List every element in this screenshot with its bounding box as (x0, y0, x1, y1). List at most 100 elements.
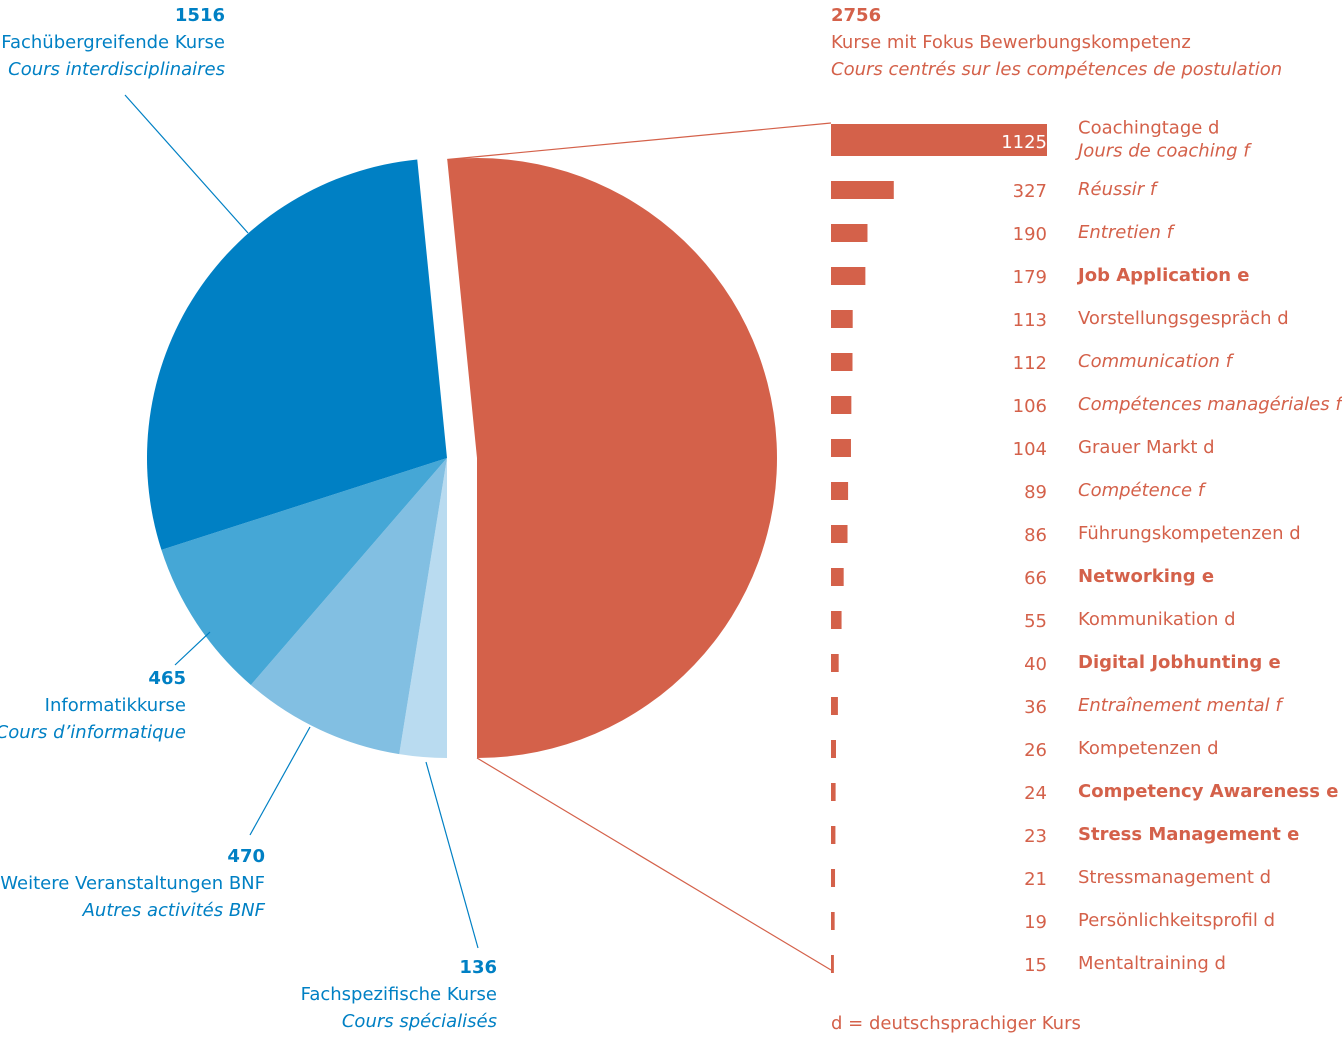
bar-label: Persönlichkeitsprofil d (1078, 910, 1275, 931)
pie-slice (447, 157, 778, 758)
bar-label-line: Mentaltraining d (1078, 953, 1226, 974)
bar-value-label: 26 (1024, 740, 1047, 761)
bar-value-label: 104 (1013, 439, 1047, 460)
leader-line (124, 94, 249, 234)
bar-value-label: 1125 (1001, 132, 1047, 153)
bar (831, 955, 834, 973)
bar-label-line: Entretien f (1078, 222, 1176, 243)
bar (831, 826, 836, 844)
bar-label-line: Persönlichkeitsprofil d (1078, 910, 1275, 931)
bar (831, 912, 835, 930)
connector-line (476, 757, 832, 971)
bar-label-line: Communication f (1078, 351, 1235, 372)
bar (831, 568, 844, 586)
bar-value-label: 179 (1013, 267, 1047, 288)
pie-label: Kurse mit Fokus Bewerbungskompetenz (831, 32, 1191, 53)
pie-value-label: 2756 (831, 5, 881, 26)
bar-label-line: Competency Awareness e (1078, 781, 1338, 802)
bar-label: Communication f (1078, 351, 1235, 372)
pie-label: Fachspezifische Kurse (301, 984, 497, 1005)
bar (831, 525, 848, 543)
bar-label-line: Réussir f (1078, 179, 1159, 200)
bar-label: Competency Awareness e (1078, 781, 1338, 802)
bar (831, 353, 853, 371)
bar-value-label: 19 (1024, 912, 1047, 933)
bar-value-label: 113 (1013, 310, 1047, 331)
pie-slice (146, 159, 447, 550)
bar (831, 611, 842, 629)
bar-label: Grauer Markt d (1078, 437, 1215, 458)
bar-label: Digital Jobhunting e (1078, 652, 1281, 673)
bar-label-line: Compétences managériales f (1078, 394, 1342, 415)
leader-line (174, 631, 211, 666)
bar (831, 783, 836, 801)
bar-label-line: Digital Jobhunting e (1078, 652, 1281, 673)
bar (831, 740, 836, 758)
bar-value-label: 23 (1024, 826, 1047, 847)
bar (831, 124, 1047, 156)
bar (831, 396, 852, 414)
bar-label: Führungskompetenzen d (1078, 523, 1301, 544)
bar-label: Entraînement mental f (1078, 695, 1284, 716)
bar-label-line: Kommunikation d (1078, 609, 1236, 630)
bar-label: Coachingtage d Jours de coaching f (1075, 118, 1252, 162)
bar-value-label: 66 (1024, 568, 1047, 589)
bar-label-line: Coachingtage d (1078, 118, 1220, 139)
bar (831, 439, 851, 457)
bar-label-line: Grauer Markt d (1078, 437, 1215, 458)
bar-label-line: Stress Management e (1078, 824, 1299, 845)
bar-label: Kommunikation d (1078, 609, 1236, 630)
bar-label: Compétences managériales f (1078, 394, 1342, 415)
pie-value-label: 136 (459, 957, 497, 978)
bar-label: Compétence f (1078, 480, 1207, 501)
bar-label-line: Kompetenzen d (1078, 738, 1219, 759)
pie-value-label: 1516 (175, 5, 225, 26)
leader-line (425, 761, 479, 949)
bar-value-label: 40 (1024, 654, 1047, 675)
bar (831, 224, 868, 242)
pie-label: Weitere Veranstaltungen BNF (0, 873, 265, 894)
bar-label-line: Networking e (1078, 566, 1214, 587)
bar-label-line: Führungskompetenzen d (1078, 523, 1301, 544)
bar-label: Réussir f (1078, 179, 1159, 200)
bar-label: Kompetenzen d (1078, 738, 1219, 759)
bar-value-label: 112 (1013, 353, 1047, 374)
pie-value-label: 465 (148, 668, 186, 689)
pie-sublabel: Cours spécialisés (342, 1011, 497, 1032)
bar-value-label: 106 (1013, 396, 1047, 417)
bar-label: Job Application e (1076, 265, 1250, 286)
bar-value-label: 327 (1013, 181, 1047, 202)
pie-sublabel: Cours d’informatique (0, 722, 186, 743)
bar-label: Networking e (1078, 566, 1214, 587)
bar (831, 697, 838, 715)
bar-label-line: Stressmanagement d (1078, 867, 1271, 888)
bar-label: Stressmanagement d (1078, 867, 1271, 888)
bar (831, 654, 839, 672)
pie-sublabel: Cours interdisciplinaires (8, 59, 225, 80)
bar-value-label: 86 (1024, 525, 1047, 546)
bar-label: Stress Management e (1078, 824, 1299, 845)
bar (831, 310, 853, 328)
bar-value-label: 21 (1024, 869, 1047, 890)
pie-slice (250, 458, 447, 755)
bar-value-label: 89 (1024, 482, 1047, 503)
bar (831, 869, 836, 887)
pie-sublabel: Autres activités BNF (82, 900, 266, 921)
bar-label-line: Entraînement mental f (1078, 695, 1284, 716)
bar-value-label: 24 (1024, 783, 1047, 804)
bar-label: Vorstellungsgespräch d (1078, 308, 1289, 329)
bar (831, 181, 894, 199)
bar-value-label: 190 (1013, 224, 1047, 245)
bar-label: Mentaltraining d (1078, 953, 1226, 974)
pie-label: Informatikkurse (45, 695, 186, 716)
footnote: d = deutschsprachiger Kurs (831, 1013, 1081, 1033)
bar-label-line: Job Application e (1076, 265, 1250, 286)
bar (831, 482, 849, 500)
pie-value-label: 470 (227, 846, 265, 867)
bar-value-label: 36 (1024, 697, 1047, 718)
bar-label: Entretien f (1078, 222, 1176, 243)
bar-value-label: 15 (1024, 955, 1047, 976)
pie-sublabel: Cours centrés sur les compétences de pos… (831, 59, 1282, 80)
bar-value-label: 55 (1024, 611, 1047, 632)
bar (831, 267, 866, 285)
